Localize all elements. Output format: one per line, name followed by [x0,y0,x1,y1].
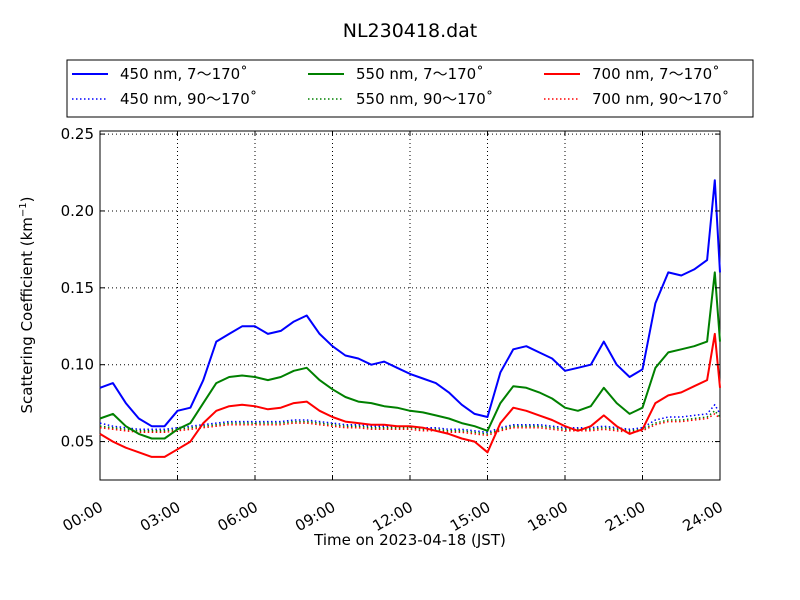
series-line [99,271,721,440]
x-axis-label: Time on 2023-04-18 (JST) [313,531,506,549]
y-axis-label-sup: −1 [18,202,29,217]
legend-label: 700 nm, 7～170˚ [592,65,720,83]
y-tick-label: 0.15 [61,279,94,297]
y-axis-label-main: Scattering Coefficient (km [18,217,36,413]
y-axis-label: Scattering Coefficient (km−1) [18,196,36,413]
y-tick-label: 0.05 [61,433,94,451]
plot-area: 00:00 03:00 06:00 09:00 12:00 15:00 18:00 21:00… [60,125,726,535]
legend-label: 550 nm, 90～170˚ [356,90,493,108]
x-tick-label: 03:00 [137,498,183,535]
x-tick-label: 06:00 [215,498,261,535]
legend-label: 450 nm, 7～170˚ [120,65,248,83]
x-tick-label: 09:00 [292,498,338,535]
y-axis-label-end: ) [18,196,36,202]
legend-label: 700 nm, 90～170˚ [592,90,729,108]
y-tick-label: 0.20 [61,202,94,220]
legend-label: 450 nm, 90～170˚ [120,90,257,108]
x-tick-label: 18:00 [525,498,571,535]
series-line [99,179,721,428]
x-tick-label: 24:00 [680,498,726,535]
x-tick-label: 21:00 [602,498,648,535]
legend: 450 nm, 7～170˚ 550 nm, 7～170˚ 700 nm, 7～17… [66,59,754,118]
x-tick-label: 00:00 [60,498,106,535]
legend-box [66,59,754,118]
x-tick-label: 12:00 [370,498,416,535]
y-tick-label: 0.25 [61,125,94,143]
legend-label: 550 nm, 7～170˚ [356,65,484,83]
chart-title: NL230418.dat [343,20,478,42]
series-line [99,332,721,458]
y-tick-label: 0.10 [61,356,94,374]
x-tick-label: 15:00 [447,498,493,535]
